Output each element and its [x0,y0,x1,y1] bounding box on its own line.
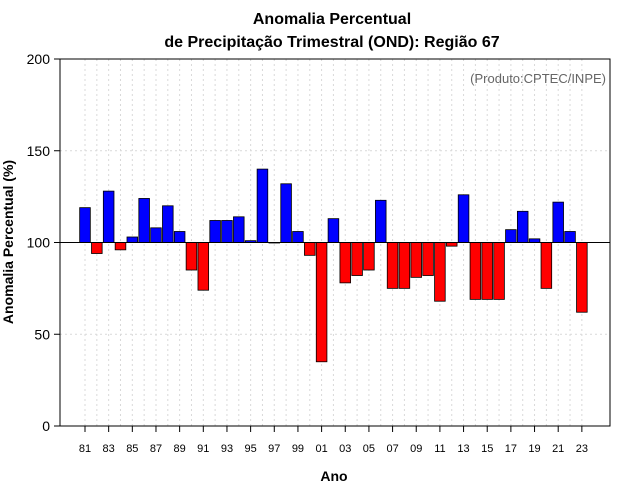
bar-10 [422,242,434,276]
bar-13 [457,194,470,243]
bar-12 [446,242,458,247]
bar-85 [126,236,139,243]
x-tick-label: 81 [79,443,91,455]
bar-15 [481,242,493,300]
x-tick-label: 85 [126,443,138,455]
x-tick-label: 23 [576,443,588,455]
bar-22 [564,231,576,243]
bar-17 [505,229,517,243]
x-tick-label: 83 [103,443,115,455]
x-tick-label: 97 [268,443,280,455]
bar-23 [576,242,588,313]
x-tick-label: 15 [481,443,493,455]
bar-05 [363,242,375,271]
bar-07 [386,242,399,289]
x-tick-label: 11 [434,443,445,455]
x-tick-label: 13 [457,443,469,455]
bar-09 [410,242,422,278]
bar-20 [540,242,553,289]
bar-88 [162,205,174,243]
x-tick-label: 01 [315,443,327,455]
bar-11 [434,242,446,302]
x-tick-label: 17 [505,443,517,455]
bar-89 [173,231,186,243]
x-tick-label: 89 [174,443,186,455]
y-tick-label: 50 [34,326,50,342]
y-tick-label: 150 [27,143,51,159]
chart-title-line1: Anomalia Percentual [253,11,411,28]
bar-06 [375,199,387,243]
x-tick-label: 21 [552,443,564,455]
bar-08 [398,242,411,289]
source-label: (Produto:CPTEC/INPE) [470,71,606,86]
y-axis-label: Anomalia Percentual (%) [0,160,16,324]
x-tick-label: 91 [197,443,209,455]
bar-98 [280,183,292,243]
bar-19 [528,238,541,243]
bar-16 [493,242,505,300]
bar-01 [315,242,328,363]
x-tick-label: 87 [150,443,162,455]
x-tick-label: 05 [363,443,375,455]
bar-81 [79,207,91,243]
bar-90 [185,242,198,271]
bar-91 [197,242,210,291]
bar-96 [256,168,269,243]
bar-87 [150,227,162,243]
bar-14 [469,242,482,300]
y-tick-label: 100 [27,235,51,251]
x-tick-label: 03 [339,443,351,455]
bar-03 [339,242,351,284]
bar-82 [91,242,103,254]
x-tick-label: 19 [528,443,540,455]
bar-99 [292,231,304,243]
bar-84 [114,242,127,251]
bars-group [79,168,588,363]
x-tick-label: 07 [386,443,398,455]
bar-86 [138,198,150,243]
x-axis-label: Ano [320,468,347,484]
bar-92 [209,220,221,243]
bar-21 [552,201,564,243]
bar-94 [233,216,245,243]
x-tick-label: 99 [292,443,304,455]
grid-lines [60,59,610,426]
bar-00 [304,242,316,256]
x-tick-label: 95 [244,443,256,455]
bar-04 [351,242,363,276]
bar-02 [327,218,340,243]
y-axis: 0 50 100 150 200 [27,51,60,434]
x-axis: 81 83 85 87 89 91 93 95 97 99 01 03 05 07 09 11 13 15 17 19… [79,426,588,455]
bar-83 [102,190,115,243]
chart-title-line2: de Precipitação Trimestral (OND): Região… [164,34,499,51]
x-tick-label: 93 [221,443,233,455]
bar-18 [516,210,529,243]
bar-93 [221,220,233,243]
x-tick-label: 09 [410,443,422,455]
y-tick-label: 200 [27,51,51,67]
y-tick-label: 0 [42,418,50,434]
